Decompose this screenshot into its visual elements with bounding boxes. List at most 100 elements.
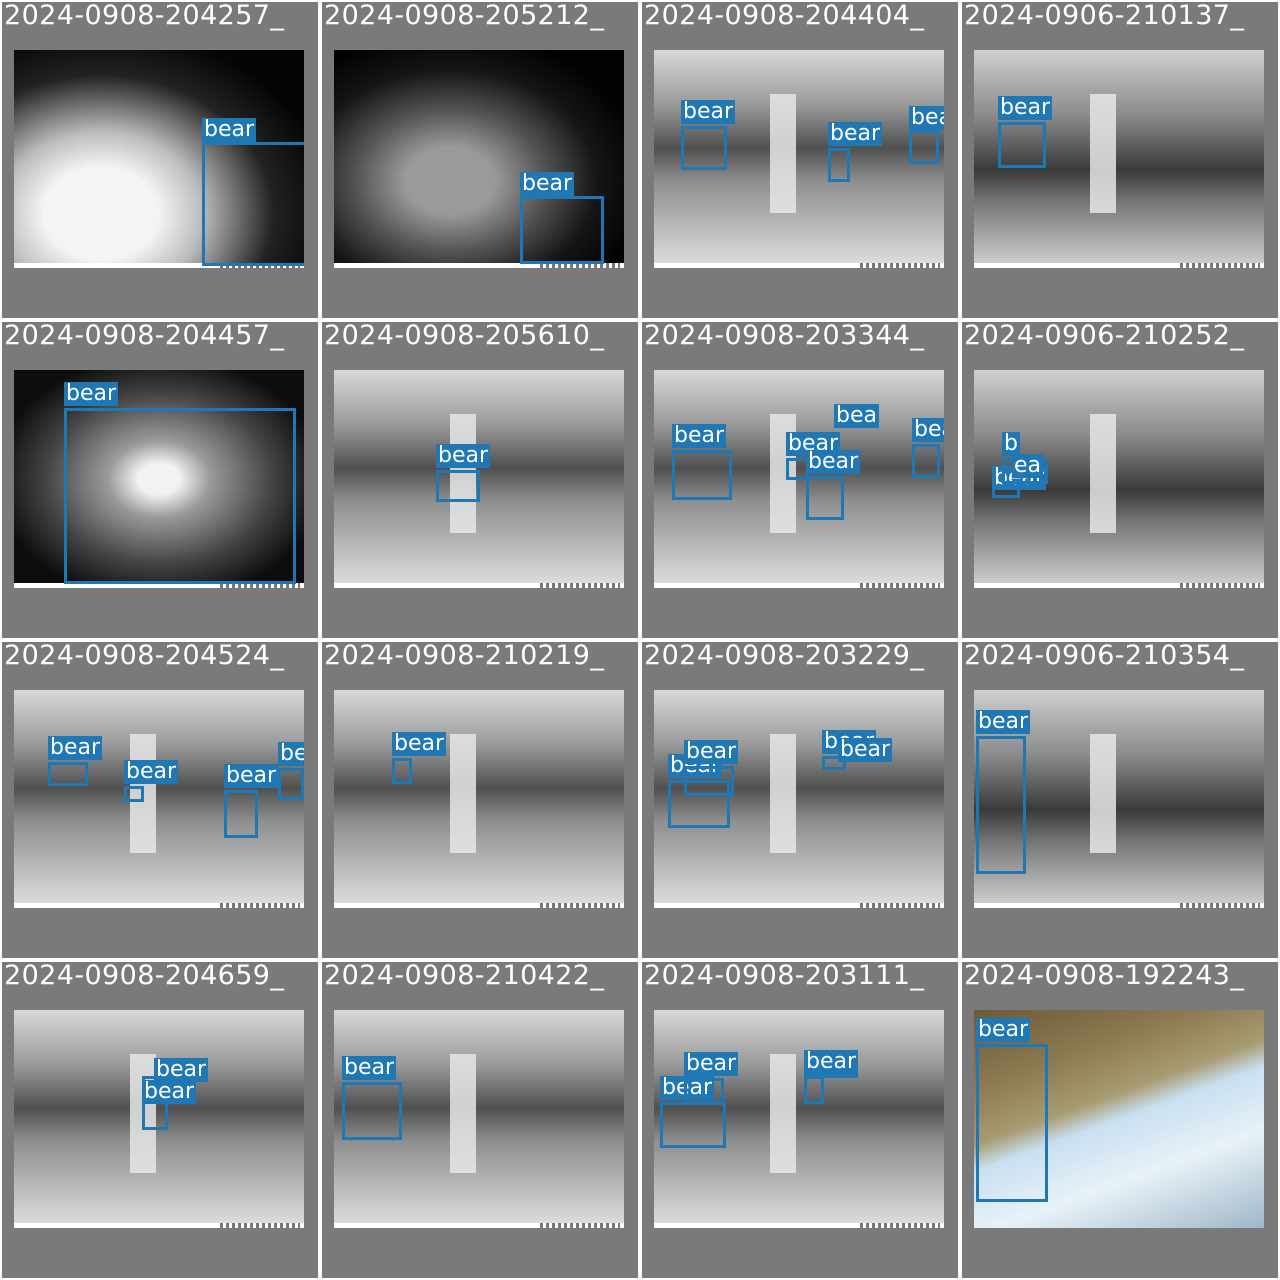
info-strip-text (1180, 263, 1260, 268)
camera-trap-image: bear (974, 50, 1264, 268)
camera-trap-image: bear (14, 50, 304, 268)
info-strip-text (860, 903, 940, 908)
bear-bounding-box (998, 122, 1046, 168)
tile-filename: 2024-0906-210252_ (964, 322, 1278, 353)
bear-bounding-box (672, 450, 732, 500)
result-tile: 2024-0908-204659_ bear bear (2, 962, 318, 1278)
bear-bounding-box (64, 408, 296, 584)
detection-label: bea (278, 742, 304, 766)
info-strip-text (1180, 903, 1260, 908)
bear-bounding-box (976, 736, 1026, 874)
result-tile: 2024-0906-210354_bear (962, 642, 1278, 958)
detection-label: bear (154, 1058, 208, 1082)
camera-trap-image: bear bear bea (654, 50, 944, 268)
tree-trunk (1090, 734, 1116, 854)
detection-label: bear (976, 710, 1030, 734)
detection-label: bear (806, 450, 860, 474)
detection-label: bear (142, 1080, 196, 1104)
tree-trunk (770, 734, 796, 854)
bear-bounding-box (909, 130, 939, 164)
result-tile: 2024-0908-203111_ bearbearbearbear (642, 962, 958, 1278)
info-strip-text (540, 583, 620, 588)
detection-label: bear (804, 1050, 858, 1074)
result-tile: 2024-0908-192243_ bear (962, 962, 1278, 1278)
detection-label: bear (342, 1056, 396, 1080)
detection-label: bea (909, 106, 944, 130)
camera-trap-image: bear (334, 50, 624, 268)
tile-filename: 2024-0908-204257_ (4, 2, 318, 33)
camera-trap-image: bear (974, 1010, 1264, 1228)
tile-filename: 2024-0908-205610_ (324, 322, 638, 353)
camera-trap-image: bear bear (14, 1010, 304, 1228)
bear-bounding-box (684, 766, 734, 796)
result-tile: 2024-0908-203229_bearbearbearbear (642, 642, 958, 958)
detection-label: bear (838, 738, 892, 762)
camera-trap-image: bear (974, 690, 1264, 908)
tile-filename: 2024-0908-210219_ (324, 642, 638, 673)
tree-trunk (770, 1054, 796, 1174)
info-strip-text (860, 263, 940, 268)
result-tile: 2024-0908-204524_bearbearbearbea (2, 642, 318, 958)
result-tile: 2024-0908-204457_bear (2, 322, 318, 638)
result-tile: 2024-0908-210422_ bear (322, 962, 638, 1278)
info-strip-text (1180, 583, 1260, 588)
result-tile: 2024-0908-204404_bear bear bea (642, 2, 958, 318)
tile-filename: 2024-0908-203344_ (644, 322, 958, 353)
bear-bounding-box (806, 476, 844, 520)
camera-trap-image: bearbearbearbearbea (654, 370, 944, 588)
tree-trunk (770, 94, 796, 214)
bear-bounding-box (342, 1082, 402, 1140)
tile-filename: 2024-0908-205212_ (324, 2, 638, 33)
detection-label: bear (998, 96, 1052, 120)
tree-trunk (450, 1054, 476, 1174)
tile-filename: 2024-0908-203111_ (644, 962, 958, 993)
tree-trunk (1090, 414, 1116, 534)
tile-filename: 2024-0906-210137_ (964, 2, 1278, 33)
detection-label: bear (124, 760, 178, 784)
camera-trap-image: bearbearbearbear (654, 1010, 944, 1228)
bear-bounding-box (804, 1076, 824, 1104)
tile-filename: 2024-0908-204457_ (4, 322, 318, 353)
bear-bounding-box (436, 470, 480, 502)
info-strip-text (220, 1223, 300, 1228)
result-tile: 2024-0908-203344_bearbearbearbearbea (642, 322, 958, 638)
info-strip-text (860, 1223, 940, 1228)
bear-bounding-box (828, 148, 850, 182)
bear-bounding-box (681, 126, 727, 170)
bear-bounding-box (660, 1102, 726, 1148)
bear-bounding-box (48, 762, 88, 786)
detection-label: bear (392, 732, 446, 756)
camera-trap-image: bearbearbearbea (14, 690, 304, 908)
result-tile: 2024-0906-210252_bearbea (962, 322, 1278, 638)
detection-label: bear (48, 736, 102, 760)
camera-trap-image: bear (334, 690, 624, 908)
tile-filename: 2024-0908-204404_ (644, 2, 958, 33)
detection-label: bear (520, 172, 574, 196)
detection-label: bear (64, 382, 118, 406)
detection-label: ea (1012, 454, 1043, 478)
bear-bounding-box (684, 1078, 724, 1104)
detection-label: bear (672, 424, 726, 448)
bear-bounding-box (278, 768, 304, 800)
detection-label: bear (912, 418, 944, 442)
scene-background (334, 690, 624, 908)
tree-trunk (450, 734, 476, 854)
tile-filename: 2024-0906-210354_ (964, 642, 1278, 673)
detection-label: bear (681, 100, 735, 124)
detection-label: bear (684, 740, 738, 764)
result-tile: 2024-0908-205610_bear (322, 322, 638, 638)
camera-trap-image: bear (334, 370, 624, 588)
bear-bounding-box (520, 196, 604, 264)
scene-background (14, 690, 304, 908)
detection-label: bear (828, 122, 882, 146)
detection-label: bear (202, 118, 256, 142)
result-tile: 2024-0906-210137_bear (962, 2, 1278, 318)
tile-filename: 2024-0908-204659_ (4, 962, 318, 993)
detection-label: bea (834, 404, 879, 428)
detection-label: bear (224, 764, 278, 788)
info-strip-text (540, 1223, 620, 1228)
camera-trap-image: bearbearbearbear (654, 690, 944, 908)
detection-label: bear (436, 444, 490, 468)
